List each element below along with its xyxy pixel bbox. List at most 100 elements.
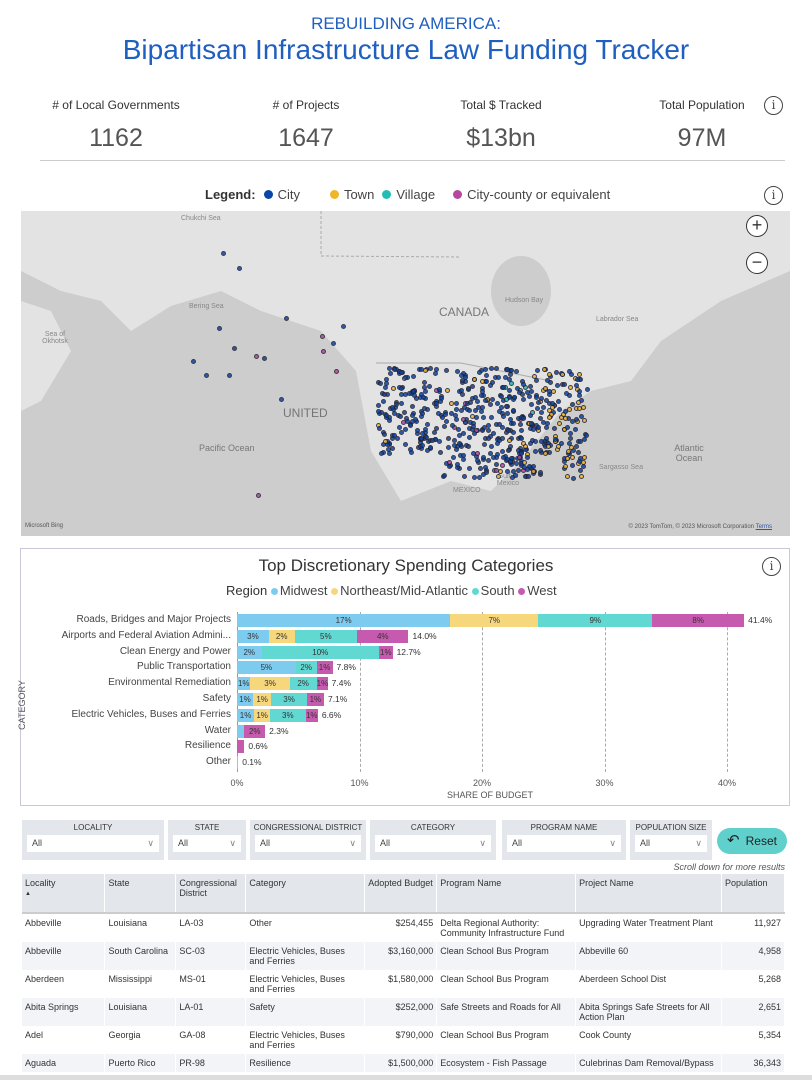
map-marker[interactable] bbox=[479, 405, 485, 411]
map-marker[interactable] bbox=[481, 425, 487, 431]
map-marker[interactable] bbox=[526, 393, 532, 399]
map-marker[interactable] bbox=[517, 455, 522, 461]
map-marker[interactable] bbox=[562, 416, 568, 422]
map[interactable]: Chukchi Sea Bering Sea Sea of Okhotsk CA… bbox=[21, 211, 790, 536]
map-marker[interactable] bbox=[443, 418, 449, 424]
map-marker[interactable] bbox=[455, 461, 460, 467]
map-marker[interactable] bbox=[544, 378, 550, 384]
map-marker[interactable] bbox=[533, 439, 539, 445]
map-marker[interactable] bbox=[499, 463, 505, 469]
bar-segment-northeast-mid-atlantic[interactable]: 1% bbox=[254, 708, 271, 722]
map-marker[interactable] bbox=[521, 382, 527, 388]
map-marker[interactable] bbox=[411, 393, 417, 399]
map-marker[interactable] bbox=[577, 405, 583, 411]
map-marker[interactable] bbox=[427, 444, 433, 450]
map-marker[interactable] bbox=[504, 396, 510, 402]
map-marker[interactable] bbox=[460, 378, 466, 384]
map-marker[interactable] bbox=[554, 382, 560, 388]
map-marker[interactable] bbox=[444, 388, 450, 394]
map-marker[interactable] bbox=[453, 400, 459, 406]
map-marker[interactable] bbox=[496, 374, 502, 380]
map-marker[interactable] bbox=[411, 373, 417, 379]
map-marker[interactable] bbox=[515, 467, 521, 473]
table-row[interactable]: Abbeville Louisiana LA-03 Other $254,455 Delt… bbox=[22, 913, 786, 942]
map-marker[interactable] bbox=[554, 369, 560, 375]
map-marker[interactable] bbox=[481, 415, 487, 421]
map-marker[interactable] bbox=[447, 463, 453, 469]
map-marker[interactable] bbox=[519, 450, 525, 456]
map-marker[interactable] bbox=[510, 421, 516, 427]
map-marker[interactable] bbox=[385, 446, 391, 452]
map-marker[interactable] bbox=[531, 374, 537, 380]
map-marker[interactable] bbox=[518, 421, 524, 427]
map-marker[interactable] bbox=[456, 426, 462, 432]
bar-segment-west[interactable]: 4% bbox=[357, 629, 409, 643]
map-marker[interactable] bbox=[495, 473, 501, 479]
map-marker[interactable] bbox=[563, 463, 569, 469]
map-marker[interactable] bbox=[487, 402, 493, 408]
map-marker[interactable] bbox=[437, 386, 442, 392]
map-marker[interactable] bbox=[549, 405, 555, 411]
map-marker[interactable] bbox=[493, 366, 499, 372]
bar-segment-midwest[interactable]: 3% bbox=[237, 629, 269, 643]
map-marker[interactable] bbox=[534, 395, 540, 401]
map-marker[interactable] bbox=[442, 412, 448, 418]
map-marker[interactable] bbox=[514, 460, 520, 466]
map-marker[interactable] bbox=[500, 414, 506, 420]
info-icon[interactable]: i bbox=[764, 186, 783, 205]
map-marker[interactable] bbox=[522, 460, 528, 466]
map-marker[interactable] bbox=[498, 393, 504, 399]
map-marker[interactable] bbox=[551, 388, 556, 394]
map-marker[interactable] bbox=[522, 444, 528, 449]
map-marker[interactable] bbox=[341, 324, 346, 329]
map-marker[interactable] bbox=[474, 451, 480, 457]
map-marker[interactable] bbox=[227, 373, 232, 378]
map-marker[interactable] bbox=[419, 411, 425, 417]
map-marker[interactable] bbox=[434, 426, 440, 432]
map-marker[interactable] bbox=[421, 384, 427, 390]
map-marker[interactable] bbox=[558, 440, 564, 446]
bar-segment-northeast-mid-atlantic[interactable]: 3% bbox=[250, 677, 290, 691]
map-marker[interactable] bbox=[381, 391, 387, 397]
bar-segment-south[interactable]: 10% bbox=[261, 645, 380, 659]
map-marker[interactable] bbox=[528, 420, 534, 426]
map-marker[interactable] bbox=[383, 439, 389, 445]
map-marker[interactable] bbox=[534, 367, 540, 373]
map-marker[interactable] bbox=[462, 474, 468, 480]
map-marker[interactable] bbox=[397, 413, 403, 419]
bar-segment-midwest[interactable] bbox=[237, 756, 239, 770]
map-marker[interactable] bbox=[449, 410, 455, 416]
map-marker[interactable] bbox=[506, 438, 512, 444]
map-marker[interactable] bbox=[376, 403, 382, 409]
map-marker[interactable] bbox=[580, 463, 586, 469]
map-marker[interactable] bbox=[256, 493, 261, 498]
map-marker[interactable] bbox=[506, 387, 512, 393]
map-marker[interactable] bbox=[471, 424, 477, 430]
map-marker[interactable] bbox=[320, 334, 325, 339]
map-marker[interactable] bbox=[577, 458, 583, 464]
map-marker[interactable] bbox=[507, 459, 513, 465]
bar-segment-south[interactable]: 3% bbox=[270, 708, 306, 722]
map-marker[interactable] bbox=[460, 457, 466, 463]
map-marker[interactable] bbox=[575, 377, 581, 383]
map-marker[interactable] bbox=[390, 405, 396, 411]
map-marker[interactable] bbox=[500, 385, 506, 391]
map-marker[interactable] bbox=[571, 475, 577, 481]
filter-dropdown[interactable]: All ∨ bbox=[173, 835, 241, 852]
map-marker[interactable] bbox=[395, 435, 401, 441]
map-marker[interactable] bbox=[499, 404, 505, 410]
map-marker[interactable] bbox=[427, 384, 433, 390]
map-marker[interactable] bbox=[407, 446, 413, 452]
map-marker[interactable] bbox=[446, 435, 452, 441]
map-marker[interactable] bbox=[577, 467, 583, 473]
map-marker[interactable] bbox=[563, 390, 569, 396]
map-marker[interactable] bbox=[491, 430, 497, 436]
map-marker[interactable] bbox=[445, 444, 451, 450]
map-marker[interactable] bbox=[454, 369, 460, 375]
map-marker[interactable] bbox=[509, 474, 515, 480]
map-marker[interactable] bbox=[421, 395, 427, 401]
table-row[interactable]: Aberdeen Mississippi MS-01 Electric Vehicle… bbox=[22, 970, 786, 998]
map-marker[interactable] bbox=[191, 359, 196, 364]
map-marker[interactable] bbox=[538, 396, 544, 402]
map-marker[interactable] bbox=[500, 424, 506, 430]
